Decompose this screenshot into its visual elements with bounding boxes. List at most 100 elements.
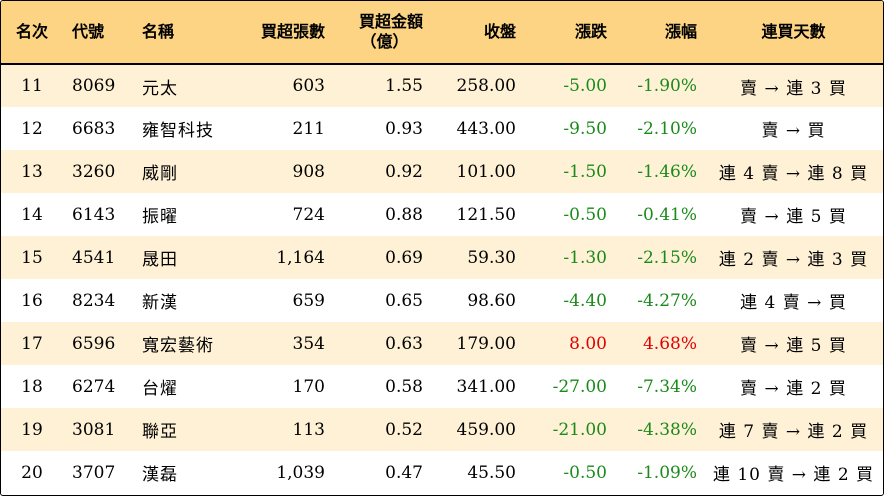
table-row: 20 3707 漢磊 1,039 0.47 45.50 -0.50 -1.09% 連 10 賣 … — [1, 451, 883, 494]
cell-change-pct: 4.68% — [642, 333, 697, 354]
cell-rank: 16 — [21, 290, 43, 311]
cell-close: 341.00 — [456, 376, 516, 397]
cell-change-pct: -1.90% — [637, 76, 697, 96]
cell-net-buy-lots: 1,039 — [276, 462, 325, 483]
table-body: 11 8069 元太 603 1.55 258.00 -5.00 -1.90% 賣 → 連 3 … — [1, 64, 883, 494]
cell-net-buy-amount: 1.55 — [385, 76, 423, 96]
cell-change: -9.50 — [563, 118, 607, 139]
table-row: 14 6143 振曜 724 0.88 121.50 -0.50 -0.41% 賣 → 連 5 … — [1, 193, 883, 236]
cell-net-buy-amount: 0.92 — [385, 161, 423, 182]
cell-name: 振曜 — [142, 207, 178, 227]
cell-change-pct: -0.41% — [637, 204, 697, 225]
cell-change: -5.00 — [563, 76, 607, 96]
cell-consecutive-days: 賣 → 連 5 買 — [740, 207, 847, 227]
cell-rank: 20 — [21, 462, 43, 483]
cell-code: 3260 — [72, 161, 116, 182]
cell-name: 台燿 — [142, 379, 178, 399]
cell-close: 101.00 — [456, 161, 516, 182]
cell-consecutive-days: 連 10 賣 → 連 2 買 — [712, 465, 875, 485]
cell-code: 3081 — [72, 419, 116, 440]
header-close: 收盤 — [483, 22, 516, 41]
cell-net-buy-amount: 0.93 — [385, 118, 423, 139]
cell-code: 6596 — [72, 333, 116, 354]
cell-name: 雍智科技 — [142, 121, 214, 141]
cell-net-buy-amount: 0.58 — [385, 376, 423, 397]
cell-change: -4.40 — [563, 290, 607, 311]
cell-rank: 12 — [21, 118, 43, 139]
cell-name: 威剛 — [142, 164, 178, 184]
cell-name: 晟田 — [142, 250, 178, 270]
cell-rank: 17 — [21, 333, 43, 354]
cell-close: 98.60 — [467, 290, 516, 311]
cell-close: 59.30 — [467, 247, 516, 268]
cell-change: -27.00 — [552, 376, 607, 397]
cell-rank: 19 — [21, 419, 43, 440]
cell-change-pct: -4.27% — [637, 290, 697, 311]
cell-consecutive-days: 連 4 賣 → 買 — [740, 293, 847, 313]
header-net-buy-amount-line1: 買超金額 — [358, 12, 423, 31]
cell-net-buy-lots: 603 — [292, 76, 325, 96]
cell-name: 新漢 — [142, 293, 178, 313]
cell-change: -21.00 — [552, 419, 607, 440]
cell-code: 8069 — [72, 76, 116, 96]
cell-name: 漢磊 — [142, 465, 178, 485]
cell-change-pct: -2.10% — [637, 118, 697, 139]
cell-consecutive-days: 連 2 賣 → 連 3 買 — [718, 250, 869, 270]
cell-name: 元太 — [142, 78, 178, 99]
table-row: 12 6683 雍智科技 211 0.93 443.00 -9.50 -2.10% 賣 → 買 — [1, 107, 883, 150]
header-name: 名稱 — [142, 22, 175, 41]
cell-change: -0.50 — [563, 204, 607, 225]
cell-rank: 14 — [21, 204, 43, 225]
cell-net-buy-amount: 0.52 — [385, 419, 423, 440]
cell-code: 4541 — [72, 247, 116, 268]
cell-change-pct: -1.46% — [637, 161, 697, 182]
cell-close: 121.50 — [456, 204, 516, 225]
header-net-buy-lots: 買超張數 — [260, 22, 325, 41]
table-row: 17 6596 寬宏藝術 354 0.63 179.00 8.00 4.68% 賣 → 連 5 … — [1, 322, 883, 365]
header-code: 代號 — [72, 22, 105, 41]
table-header-row: 名次 代號 名稱 買超張數 買超金額 （億） 收盤 漲跌 漲幅 連買天數 — [1, 1, 883, 64]
table-row: 15 4541 晟田 1,164 0.69 59.30 -1.30 -2.15% 連 2 賣 →… — [1, 236, 883, 279]
cell-change-pct: -4.38% — [637, 419, 697, 440]
table-row: 13 3260 威剛 908 0.92 101.00 -1.50 -1.46% 連 4 賣 → … — [1, 150, 883, 193]
cell-rank: 11 — [21, 76, 43, 96]
cell-net-buy-lots: 113 — [292, 419, 325, 440]
cell-consecutive-days: 連 7 賣 → 連 2 買 — [718, 422, 869, 442]
cell-change-pct: -2.15% — [637, 247, 697, 268]
header-consecutive-days: 連買天數 — [761, 22, 826, 41]
table-row: 16 8234 新漢 659 0.65 98.60 -4.40 -4.27% 連 4 賣 → 買 — [1, 279, 883, 322]
cell-net-buy-amount: 0.65 — [385, 290, 423, 311]
cell-net-buy-lots: 724 — [292, 204, 325, 225]
cell-rank: 18 — [21, 376, 43, 397]
cell-net-buy-lots: 659 — [292, 290, 325, 311]
cell-change-pct: -7.34% — [637, 376, 697, 397]
header-change: 漲跌 — [574, 22, 607, 41]
header-net-buy-amount: 買超金額 （億） — [332, 1, 430, 64]
cell-net-buy-lots: 211 — [292, 118, 325, 139]
cell-code: 6143 — [72, 204, 116, 225]
cell-net-buy-amount: 0.88 — [385, 204, 423, 225]
cell-consecutive-days: 連 4 賣 → 連 8 買 — [718, 164, 869, 184]
cell-close: 258.00 — [456, 76, 516, 96]
cell-code: 6274 — [72, 376, 116, 397]
header-change-pct: 漲幅 — [664, 22, 697, 41]
cell-net-buy-lots: 354 — [292, 333, 325, 354]
cell-change: -1.50 — [563, 161, 607, 182]
cell-consecutive-days: 賣 → 連 3 買 — [740, 78, 847, 99]
cell-rank: 13 — [21, 161, 43, 182]
cell-net-buy-amount: 0.69 — [385, 247, 423, 268]
cell-change: -0.50 — [563, 462, 607, 483]
cell-change: 8.00 — [569, 333, 607, 354]
cell-name: 聯亞 — [142, 422, 178, 442]
table-row: 11 8069 元太 603 1.55 258.00 -5.00 -1.90% 賣 → 連 3 … — [1, 64, 883, 107]
cell-change-pct: -1.09% — [637, 462, 697, 483]
header-net-buy-amount-line2: （億） — [360, 32, 409, 51]
cell-rank: 15 — [21, 247, 43, 268]
cell-close: 179.00 — [456, 333, 516, 354]
cell-close: 45.50 — [467, 462, 516, 483]
cell-consecutive-days: 賣 → 連 2 買 — [740, 379, 847, 399]
cell-net-buy-lots: 908 — [292, 161, 325, 182]
cell-close: 459.00 — [456, 419, 516, 440]
